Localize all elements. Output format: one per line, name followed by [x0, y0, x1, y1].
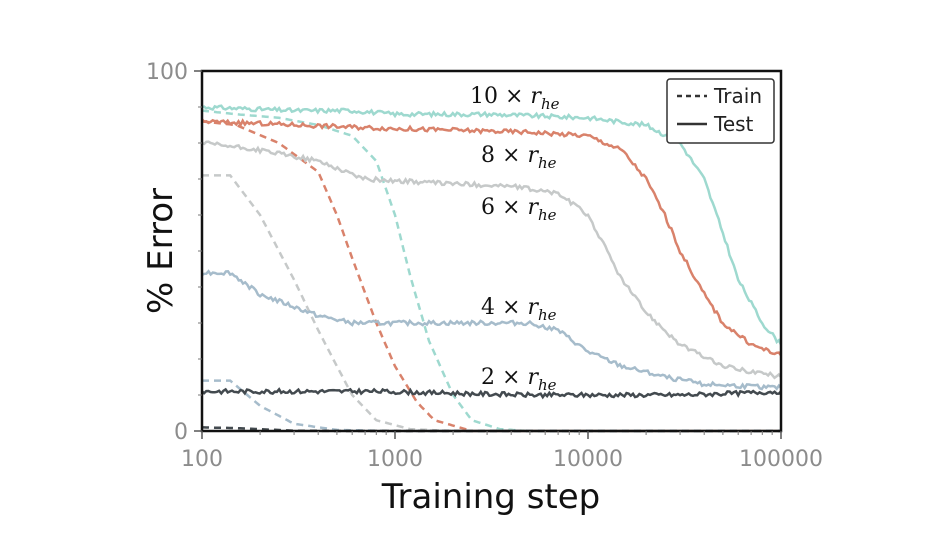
annotation-4x-factor: 4 × [481, 295, 520, 320]
annotation-2x-sub: he [538, 376, 557, 394]
annotation-2x-var: r [527, 365, 539, 390]
legend: Train Test [666, 78, 775, 144]
y-axis-title: % Error [141, 188, 181, 314]
annotation-10x-sub: he [541, 95, 560, 113]
annotation-10x-factor: 10 × [470, 84, 523, 109]
annotation-8x: 8 × rhe [481, 143, 557, 172]
x-tick-label: 1000 [367, 447, 423, 472]
series-6x-test-line [201, 140, 782, 380]
legend-box [666, 78, 775, 144]
x-tick-label: 100000 [739, 447, 823, 472]
series-2x-test-line [201, 387, 782, 400]
annotation-4x-var: r [527, 295, 539, 320]
series-8x-test-line [201, 118, 782, 357]
series-4x-test-line [201, 269, 782, 391]
annotation-2x: 2 × rhe [481, 365, 557, 394]
annotation-6x-var: r [527, 195, 539, 220]
annotation-6x-sub: he [538, 206, 557, 224]
annotation-8x-var: r [527, 143, 539, 168]
y-tick-label: 100 [146, 60, 188, 85]
annotation-8x-sub: he [538, 154, 557, 172]
x-tick-label: 10000 [553, 447, 623, 472]
annotation-10x-var: r [530, 84, 542, 109]
annotation-6x-factor: 6 × [481, 195, 520, 220]
series-10x-train-line [201, 109, 781, 433]
y-tick-label: 0 [174, 420, 188, 445]
x-axis-title: Training step [381, 477, 601, 517]
series-10x-test-line [201, 104, 783, 346]
legend-test-label: Test [713, 112, 754, 136]
annotation-10x: 10 × rhe [470, 84, 560, 113]
x-tick-label: 100 [181, 447, 223, 472]
annotation-8x-factor: 8 × [481, 143, 520, 168]
annotation-6x: 6 × rhe [481, 195, 557, 224]
annotation-4x-sub: he [538, 306, 557, 324]
annotation-2x-factor: 2 × [481, 365, 520, 390]
legend-train-label: Train [713, 84, 762, 108]
annotation-4x: 4 × rhe [481, 295, 557, 324]
